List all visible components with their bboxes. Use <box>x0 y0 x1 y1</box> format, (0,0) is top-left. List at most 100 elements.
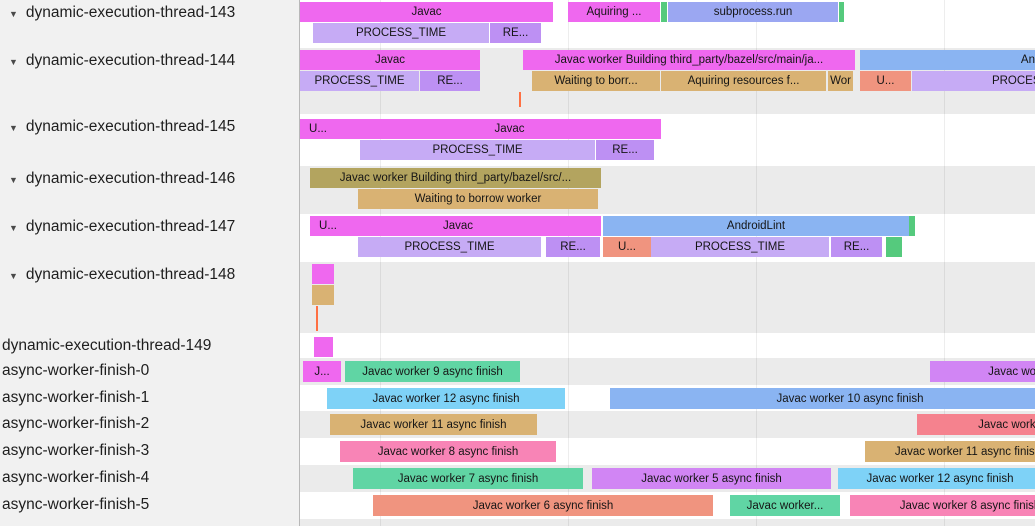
slice-label: Javac worker 6 async finish <box>472 499 614 512</box>
timeline-row <box>300 519 1035 526</box>
slice-label: PROCESS_TIME <box>694 241 786 253</box>
track-row[interactable]: async-worker-finish-0 <box>0 358 299 385</box>
slice[interactable]: Javac worker 11 async finish <box>330 414 537 435</box>
slice-label: Waiting to borrow worker <box>414 193 542 205</box>
slice-label: subprocess.run <box>713 6 793 18</box>
slice[interactable] <box>314 337 333 357</box>
track-row[interactable]: ▼ dynamic-execution-thread-144 <box>0 48 299 114</box>
track-name: async-worker-finish-1 <box>2 389 150 406</box>
slice-label: Javac worker 11 async finish <box>894 445 1035 458</box>
slice-label: Javac worker 8 async finish <box>899 499 1035 512</box>
slice[interactable]: Javac worker 12 async finish <box>838 468 1035 489</box>
slice[interactable] <box>909 216 915 236</box>
slice[interactable]: AndroidLint <box>860 50 1035 70</box>
time-gridline <box>756 0 757 526</box>
slice-label: PROCESS_TIME <box>991 75 1035 87</box>
slice[interactable]: Javac worker 8 async finish <box>850 495 1035 516</box>
slice-label: RE... <box>843 241 870 253</box>
track-row[interactable]: async-worker-finish-4 <box>0 465 299 492</box>
slice[interactable]: Javac worker Building third_party/bazel/… <box>523 50 855 70</box>
track-name: async-worker-finish-5 <box>2 496 150 513</box>
instant-marker[interactable] <box>519 92 521 107</box>
slice-label: Javac worker <box>988 365 1035 378</box>
slice[interactable]: Aquiring resources f... <box>661 71 826 91</box>
slice[interactable]: U... <box>310 216 346 236</box>
slice[interactable]: Javac worker 11 async finish <box>865 441 1035 462</box>
track-row[interactable]: async-worker-finish-5 <box>0 492 299 519</box>
slice-label: Javac worker 9 async finish <box>362 365 503 378</box>
track-row[interactable]: ▼ dynamic-execution-thread-145 <box>0 114 299 166</box>
expander-icon[interactable]: ▼ <box>9 57 18 67</box>
slice[interactable]: Javac worker 9 async finish <box>345 361 520 382</box>
slice[interactable]: Javac worker 6 async finish <box>373 495 713 516</box>
track-row[interactable]: async-worker-finish-3 <box>0 438 299 465</box>
slice-label: J... <box>314 365 330 378</box>
slice[interactable]: RE... <box>596 140 654 160</box>
expander-icon[interactable]: ▼ <box>9 123 18 133</box>
expander-icon[interactable]: ▼ <box>9 271 18 281</box>
slice-label: RE... <box>502 27 529 39</box>
slice[interactable]: PROCESS_TIME <box>300 71 419 91</box>
slice[interactable]: PROCESS_TIME <box>651 237 829 257</box>
track-row[interactable]: dynamic-execution-thread-149 <box>0 333 299 358</box>
slice[interactable] <box>312 264 334 284</box>
track-row[interactable]: ▼ dynamic-execution-thread-143 <box>0 0 299 48</box>
track-row[interactable]: async-worker-finish-1 <box>0 385 299 411</box>
timeline-canvas[interactable]: Javac Aquiring ... subprocess.run PROCESS_T… <box>300 0 1035 526</box>
time-gridline <box>568 0 569 526</box>
slice[interactable]: Javac worker 7 async finish <box>353 468 583 489</box>
slice[interactable]: PROCESS_TIME <box>912 71 1035 91</box>
slice-label: Waiting to borr... <box>554 75 638 87</box>
slice[interactable]: Javac worker 10 async finish <box>610 388 1035 409</box>
track-row[interactable]: ▼ dynamic-execution-thread-147 <box>0 214 299 262</box>
slice[interactable]: RE... <box>831 237 882 257</box>
slice-label: Javac worker Building third_party/bazel/… <box>554 54 824 66</box>
slice[interactable]: Wor <box>828 71 853 91</box>
slice[interactable]: RE... <box>546 237 600 257</box>
slice[interactable] <box>839 2 844 22</box>
slice[interactable]: Javac worker 5 async finish <box>592 468 831 489</box>
slice[interactable]: Javac worker <box>930 361 1035 382</box>
slice[interactable] <box>886 237 902 257</box>
slice[interactable]: Javac worker 12 async finish <box>327 388 565 409</box>
slice[interactable]: J... <box>303 361 341 382</box>
slice[interactable]: subprocess.run <box>668 2 838 22</box>
slice[interactable]: RE... <box>490 23 541 43</box>
slice[interactable] <box>661 2 667 22</box>
slice-label: PROCESS_TIME <box>314 75 405 87</box>
track-name: dynamic-execution-thread-144 <box>25 52 236 69</box>
slice[interactable]: Javac <box>300 2 553 22</box>
track-row[interactable]: ▼ dynamic-execution-thread-148 <box>0 262 299 333</box>
slice[interactable]: PROCESS_TIME <box>313 23 489 43</box>
slice[interactable]: U... <box>860 71 911 91</box>
slice-label: Wor <box>830 75 851 87</box>
slice[interactable]: U... <box>603 237 651 257</box>
expander-icon[interactable]: ▼ <box>9 223 18 233</box>
expander-icon[interactable]: ▼ <box>9 175 18 185</box>
slice[interactable]: Javac <box>358 119 661 139</box>
slice-label: Javac worker 5 async finish <box>641 472 782 485</box>
slice[interactable]: RE... <box>420 71 480 91</box>
track-row[interactable]: async-worker-finish-2 <box>0 411 299 438</box>
slice[interactable]: AndroidLint <box>603 216 909 236</box>
slice[interactable]: Waiting to borrow worker <box>358 189 598 209</box>
slice-label: Javac worker... <box>746 499 824 512</box>
track-row[interactable]: ▼ dynamic-execution-thread-146 <box>0 166 299 214</box>
slice[interactable]: Javac worker Building third_party/bazel/… <box>310 168 601 188</box>
slice[interactable] <box>312 285 334 305</box>
expander-icon[interactable]: ▼ <box>9 9 18 19</box>
slice[interactable]: Javac worker... <box>730 495 840 516</box>
slice[interactable]: Javac worker 8 async finish <box>340 441 556 462</box>
slice-label: Javac <box>494 123 525 135</box>
track-name: dynamic-execution-thread-148 <box>25 266 236 283</box>
slice-label: Javac worker 11 async finish <box>360 418 507 431</box>
slice[interactable]: U... <box>300 119 358 139</box>
slice[interactable]: PROCESS_TIME <box>360 140 595 160</box>
slice[interactable]: Aquiring ... <box>568 2 660 22</box>
slice[interactable]: Javac <box>346 216 601 236</box>
slice[interactable]: Waiting to borr... <box>532 71 660 91</box>
slice[interactable]: PROCESS_TIME <box>358 237 541 257</box>
instant-marker[interactable] <box>316 306 318 331</box>
slice[interactable]: Javac worker <box>917 414 1035 435</box>
slice[interactable]: Javac <box>300 50 480 70</box>
